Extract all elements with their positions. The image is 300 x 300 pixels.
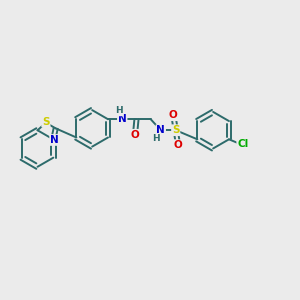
Text: H: H — [115, 106, 122, 116]
Text: Cl: Cl — [237, 139, 248, 149]
Text: O: O — [169, 110, 178, 120]
Text: N: N — [118, 114, 127, 124]
Text: N: N — [50, 135, 59, 145]
Text: H: H — [152, 134, 160, 143]
Text: O: O — [174, 140, 182, 150]
Text: O: O — [130, 130, 140, 140]
Text: S: S — [42, 116, 50, 127]
Text: S: S — [172, 125, 179, 135]
Text: N: N — [156, 125, 165, 135]
